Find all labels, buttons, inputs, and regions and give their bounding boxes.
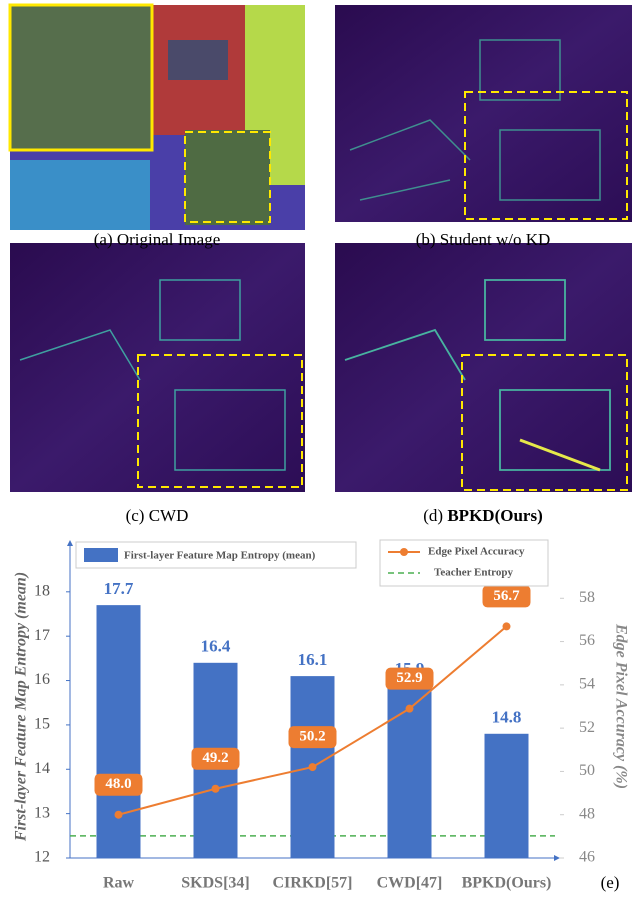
legend-swatch	[84, 548, 118, 562]
y2-tick-label: 46	[579, 849, 595, 866]
y2-axis-title: Edge Pixel Accuracy (%)	[612, 623, 629, 789]
line-point	[212, 785, 220, 793]
y-tick-label: 16	[34, 671, 50, 688]
line-value-label: 48.0	[105, 776, 131, 792]
bar-value-label: 17.7	[104, 579, 134, 598]
y2-tick-label: 52	[579, 719, 595, 736]
y-tick-label: 17	[34, 627, 50, 644]
legend-label: Edge Pixel Accuracy	[428, 546, 525, 558]
y2-tick-label: 58	[579, 589, 595, 606]
x-tick-label: CWD[47]	[377, 875, 443, 892]
y-tick-label: 15	[34, 716, 50, 733]
caption: (d) BPKD(Ours)	[423, 506, 542, 525]
figure-canvas: (a) Original Image (b) Student w/o KD (c…	[0, 0, 637, 898]
legend-marker	[400, 548, 408, 556]
y2-tick-label: 56	[579, 632, 595, 649]
x-tick-label: CIRKD[57]	[273, 875, 353, 892]
y2-tick-label: 50	[579, 762, 595, 779]
x-tick-label: BPKD(Ours)	[462, 875, 552, 892]
line-point	[309, 763, 317, 771]
caption: (c) CWD	[126, 506, 189, 525]
legend-label: First-layer Feature Map Entropy (mean)	[124, 550, 316, 562]
line-value-label: 56.7	[493, 588, 520, 604]
y-tick-label: 13	[34, 804, 50, 821]
x-tick-label: Raw	[103, 875, 135, 892]
y-tick-label: 14	[34, 760, 50, 777]
caption: (a) Original Image	[94, 230, 221, 249]
bar	[97, 605, 141, 858]
figure: (a) Original Image (b) Student w/o KD (c…	[0, 0, 637, 898]
y2-tick-label: 48	[579, 805, 595, 822]
y2-tick-label: 54	[579, 676, 595, 693]
y-tick-label: 12	[34, 849, 50, 866]
caption: (b) Student w/o KD	[416, 230, 551, 249]
line-point	[503, 622, 511, 630]
chart: 12 13 14 15 16 17 18 46 48 50 52 54 56 58 First-layer …	[13, 540, 630, 892]
line-point	[406, 705, 414, 713]
image-a	[10, 5, 305, 230]
line-point	[115, 811, 123, 819]
y-tick-label: 18	[34, 582, 50, 599]
y-axis-title: First-layer Feature Map Entropy (mean)	[13, 572, 30, 842]
legend-label: Teacher Entropy	[434, 567, 513, 579]
line-value-label: 52.9	[396, 670, 422, 686]
image-c	[10, 243, 305, 492]
panel-label: (e)	[601, 873, 620, 892]
bar-value-label: 16.4	[201, 637, 231, 656]
x-tick-label: SKDS[34]	[181, 875, 249, 892]
line-value-label: 49.2	[202, 750, 228, 766]
bar	[485, 734, 529, 858]
bar-value-label: 16.1	[298, 650, 328, 669]
image-d	[335, 243, 632, 492]
bar-value-label: 14.8	[492, 708, 522, 727]
image-b	[335, 5, 632, 222]
line-value-label: 50.2	[299, 729, 325, 745]
